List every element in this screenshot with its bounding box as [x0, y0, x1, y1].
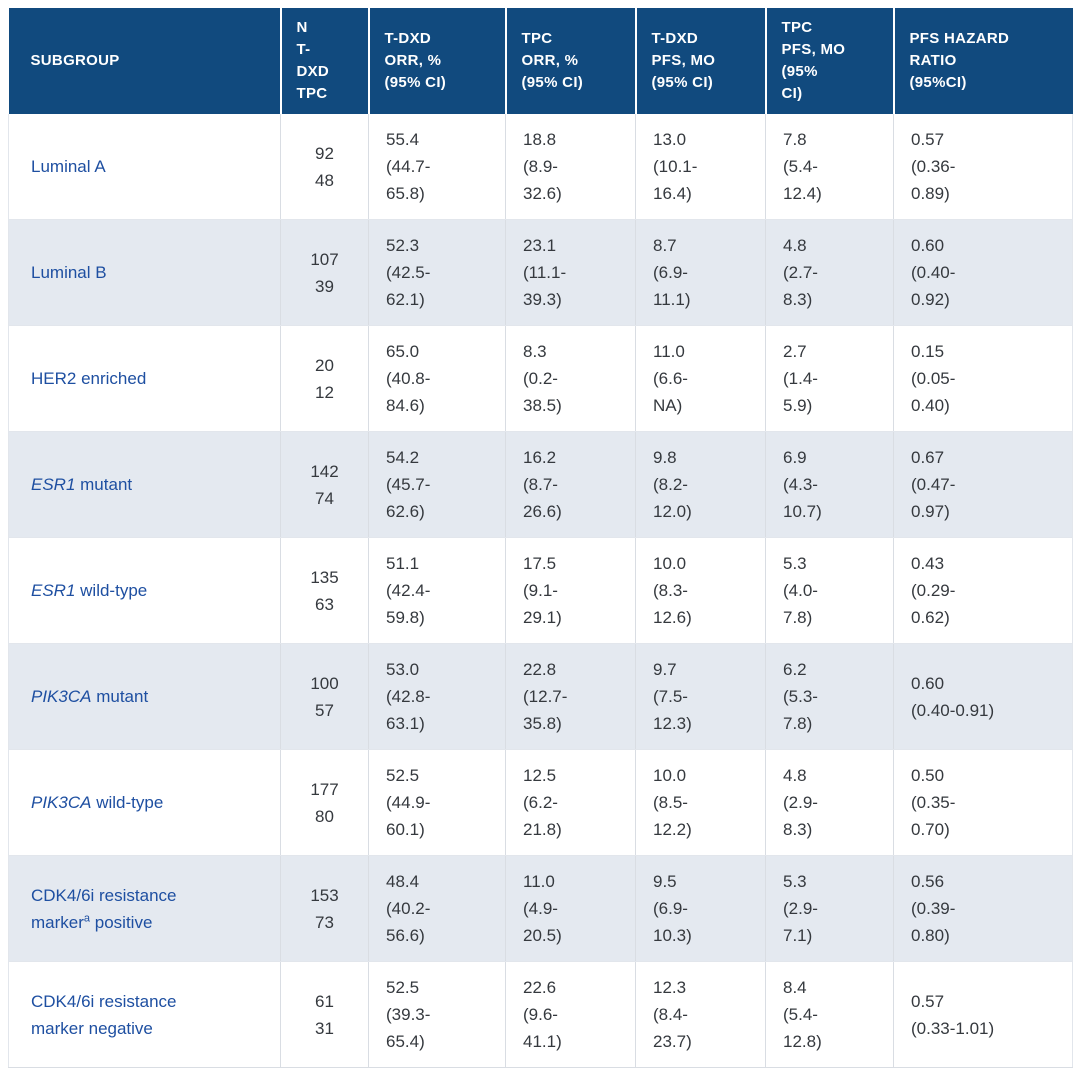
tpc-orr-cell: 11.0 (4.9- 20.5) [505, 855, 636, 962]
subgroup-cell: CDK4/6i resistance markera positive [8, 855, 281, 962]
table-row: ESR1 wild-type 135 63 51.1 (42.4- 59.8) 17.… [8, 537, 1073, 644]
column-header-tdxd-orr: T-DXD ORR, % (95% CI) [367, 8, 506, 114]
tpc-pfs-cell: 7.8 (5.4- 12.4) [765, 114, 894, 220]
n-cell: 61 31 [280, 961, 369, 1068]
tdxd-pfs-cell: 9.7 (7.5- 12.3) [635, 643, 766, 750]
subgroup-label: CDK4/6i resistance marker [31, 885, 177, 932]
column-header-subgroup: SUBGROUP [8, 8, 281, 114]
tpc-pfs-cell: 6.9 (4.3- 10.7) [765, 431, 894, 538]
tdxd-orr-cell: 65.0 (40.8- 84.6) [368, 325, 506, 432]
subgroup-cell: ESR1 wild-type [8, 537, 281, 644]
table-row: PIK3CA wild-type 177 80 52.5 (44.9- 60.1) 1… [8, 749, 1073, 856]
tdxd-orr-cell: 48.4 (40.2- 56.6) [368, 855, 506, 962]
subgroup-cell: ESR1 mutant [8, 431, 281, 538]
tdxd-orr-cell: 52.5 (39.3- 65.4) [368, 961, 506, 1068]
subgroup-cell: HER2 enriched [8, 325, 281, 432]
n-cell: 135 63 [280, 537, 369, 644]
n-cell: 153 73 [280, 855, 369, 962]
tdxd-pfs-cell: 9.5 (6.9- 10.3) [635, 855, 766, 962]
tpc-pfs-cell: 4.8 (2.7- 8.3) [765, 219, 894, 326]
column-header-tpc-pfs: TPC PFS, MO (95% CI) [764, 8, 894, 114]
table-row: Luminal B 107 39 52.3 (42.5- 62.1) 23.1 (11… [8, 219, 1073, 326]
subgroup-label: PIK3CA [31, 793, 92, 812]
pfs-hr-cell: 0.60 (0.40- 0.92) [893, 219, 1073, 326]
subgroup-analysis-table: SUBGROUP N T- DXD TPC T-DXD ORR, % (95% CI… [8, 8, 1073, 1068]
tdxd-orr-cell: 53.0 (42.8- 63.1) [368, 643, 506, 750]
pfs-hr-cell: 0.50 (0.35- 0.70) [893, 749, 1073, 856]
tpc-orr-cell: 8.3 (0.2- 38.5) [505, 325, 636, 432]
tdxd-orr-cell: 52.3 (42.5- 62.1) [368, 219, 506, 326]
column-header-tdxd-pfs: T-DXD PFS, MO (95% CI) [634, 8, 766, 114]
subgroup-label: wild-type [91, 793, 164, 812]
table-row: CDK4/6i resistance markera positive 153 7… [8, 855, 1073, 962]
pfs-hr-cell: 0.67 (0.47- 0.97) [893, 431, 1073, 538]
subgroup-cell: CDK4/6i resistance marker negative [8, 961, 281, 1068]
subgroup-label: CDK4/6i resistance marker negative [31, 991, 177, 1038]
tpc-pfs-cell: 5.3 (2.9- 7.1) [765, 855, 894, 962]
table-row: CDK4/6i resistance marker negative 61 31 5… [8, 961, 1073, 1068]
tpc-pfs-cell: 5.3 (4.0- 7.8) [765, 537, 894, 644]
table-row: HER2 enriched 20 12 65.0 (40.8- 84.6) 8.3 (… [8, 325, 1073, 432]
n-cell: 92 48 [280, 114, 369, 220]
tdxd-pfs-cell: 11.0 (6.6- NA) [635, 325, 766, 432]
subgroup-label: mutant [75, 475, 133, 494]
subgroup-cell: Luminal B [8, 219, 281, 326]
subgroup-label: ESR1 [31, 475, 76, 494]
subgroup-label: PIK3CA [31, 687, 92, 706]
table-row: PIK3CA mutant 100 57 53.0 (42.8- 63.1) 22.8… [8, 643, 1073, 750]
n-cell: 100 57 [280, 643, 369, 750]
tpc-orr-cell: 16.2 (8.7- 26.6) [505, 431, 636, 538]
column-header-n: N T- DXD TPC [279, 8, 369, 114]
n-cell: 177 80 [280, 749, 369, 856]
tdxd-pfs-cell: 9.8 (8.2- 12.0) [635, 431, 766, 538]
tpc-orr-cell: 22.8 (12.7- 35.8) [505, 643, 636, 750]
subgroup-label: Luminal B [31, 263, 107, 282]
pfs-hr-cell: 0.56 (0.39- 0.80) [893, 855, 1073, 962]
pfs-hr-cell: 0.15 (0.05- 0.40) [893, 325, 1073, 432]
n-cell: 107 39 [280, 219, 369, 326]
n-cell: 142 74 [280, 431, 369, 538]
subgroup-label: ESR1 [31, 581, 76, 600]
tdxd-pfs-cell: 8.7 (6.9- 11.1) [635, 219, 766, 326]
tpc-pfs-cell: 8.4 (5.4- 12.8) [765, 961, 894, 1068]
tdxd-pfs-cell: 12.3 (8.4- 23.7) [635, 961, 766, 1068]
column-header-tpc-orr: TPC ORR, % (95% CI) [504, 8, 636, 114]
pfs-hr-cell: 0.60 (0.40-0.91) [893, 643, 1073, 750]
tdxd-pfs-cell: 13.0 (10.1- 16.4) [635, 114, 766, 220]
pfs-hr-cell: 0.43 (0.29- 0.62) [893, 537, 1073, 644]
tpc-pfs-cell: 2.7 (1.4- 5.9) [765, 325, 894, 432]
subgroup-cell: PIK3CA wild-type [8, 749, 281, 856]
subgroup-label: HER2 enriched [31, 369, 147, 388]
table-header: SUBGROUP N T- DXD TPC T-DXD ORR, % (95% CI… [8, 8, 1073, 114]
subgroup-label: positive [90, 912, 153, 932]
tpc-orr-cell: 17.5 (9.1- 29.1) [505, 537, 636, 644]
subgroup-label: Luminal A [31, 157, 106, 176]
table-body: Luminal A 92 48 55.4 (44.7- 65.8) 18.8 (8.9… [8, 114, 1073, 1068]
subgroup-cell: Luminal A [8, 114, 281, 220]
subgroup-label: mutant [91, 687, 149, 706]
pfs-hr-cell: 0.57 (0.36- 0.89) [893, 114, 1073, 220]
pfs-hr-cell: 0.57 (0.33-1.01) [893, 961, 1073, 1068]
n-cell: 20 12 [280, 325, 369, 432]
subgroup-label: wild-type [75, 581, 148, 600]
table-row: ESR1 mutant 142 74 54.2 (45.7- 62.6) 16.2 (… [8, 431, 1073, 538]
tpc-pfs-cell: 6.2 (5.3- 7.8) [765, 643, 894, 750]
footnote-marker: a [83, 911, 91, 924]
tpc-orr-cell: 12.5 (6.2- 21.8) [505, 749, 636, 856]
tpc-orr-cell: 22.6 (9.6- 41.1) [505, 961, 636, 1068]
tdxd-orr-cell: 55.4 (44.7- 65.8) [368, 114, 506, 220]
tdxd-orr-cell: 51.1 (42.4- 59.8) [368, 537, 506, 644]
tdxd-pfs-cell: 10.0 (8.3- 12.6) [635, 537, 766, 644]
tdxd-orr-cell: 54.2 (45.7- 62.6) [368, 431, 506, 538]
tdxd-pfs-cell: 10.0 (8.5- 12.2) [635, 749, 766, 856]
tpc-orr-cell: 23.1 (11.1- 39.3) [505, 219, 636, 326]
tdxd-orr-cell: 52.5 (44.9- 60.1) [368, 749, 506, 856]
subgroup-cell: PIK3CA mutant [8, 643, 281, 750]
tpc-orr-cell: 18.8 (8.9- 32.6) [505, 114, 636, 220]
table-row: Luminal A 92 48 55.4 (44.7- 65.8) 18.8 (8.9… [8, 114, 1073, 220]
header-row: SUBGROUP N T- DXD TPC T-DXD ORR, % (95% CI… [8, 8, 1073, 114]
column-header-pfs-hr: PFS HAZARD RATIO (95%CI) [892, 8, 1073, 114]
tpc-pfs-cell: 4.8 (2.9- 8.3) [765, 749, 894, 856]
